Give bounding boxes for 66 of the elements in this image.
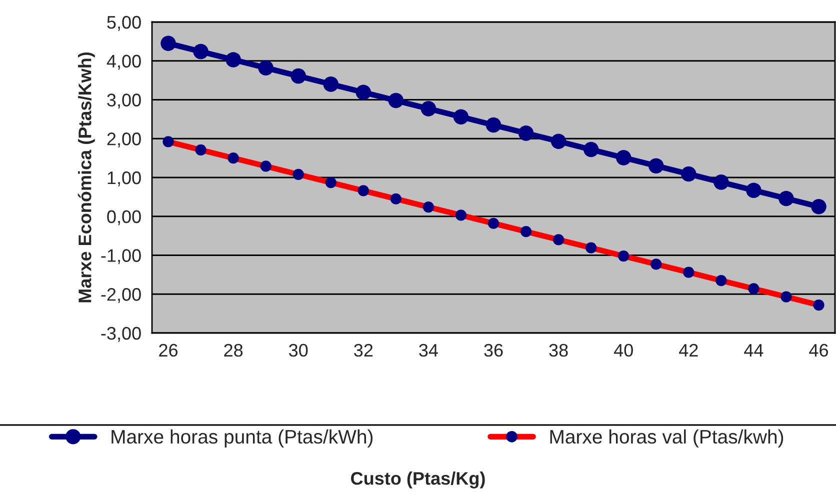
point: [455, 210, 467, 221]
point: [650, 258, 662, 270]
point: [453, 109, 469, 124]
point: [746, 182, 762, 198]
y-tick-label: 2,00: [107, 132, 141, 148]
point: [358, 185, 369, 196]
y-tick-label: 1,00: [108, 171, 141, 186]
point: [681, 166, 696, 182]
point: [422, 201, 434, 213]
point: [356, 84, 372, 100]
point: [292, 168, 304, 180]
text: Custo (Ptas/Kg): [351, 472, 485, 488]
x-tick-label: 34: [419, 344, 438, 357]
point: [550, 134, 566, 149]
point: [552, 234, 564, 246]
point: [290, 68, 306, 84]
point: [420, 101, 436, 116]
point: [388, 92, 404, 108]
point: [648, 158, 664, 174]
point: [195, 144, 206, 156]
y-tick-label: 0,00: [107, 210, 141, 226]
x-tick-label: 26: [159, 344, 178, 357]
y-axis-title: Marxe Económica (Ptas/Kwh): [78, 52, 95, 302]
y-tick-label: -3,00: [101, 326, 141, 342]
y-tick-label: 3,00: [107, 94, 141, 109]
x-tick-label: 28: [224, 344, 243, 357]
x-tick-label: 42: [679, 344, 698, 356]
x-tick-label: 40: [614, 344, 633, 357]
point: [260, 160, 272, 172]
point: [323, 76, 339, 92]
point: [683, 266, 694, 278]
x-tick-label: 46: [809, 344, 828, 357]
legend-label: Marxe horas val (Ptas/kwh): [550, 429, 784, 448]
point: [618, 250, 630, 262]
point: [811, 199, 826, 214]
point: [162, 136, 174, 148]
point: [193, 44, 208, 60]
point: [748, 283, 760, 294]
point: [325, 177, 336, 188]
point: [228, 152, 239, 164]
point: [616, 150, 632, 166]
point: [714, 174, 729, 190]
point: [486, 117, 502, 133]
y-tick-label: -2,00: [101, 288, 141, 303]
point: [518, 126, 534, 141]
y-tick-label: 4,00: [106, 54, 141, 70]
point: [160, 36, 176, 52]
point: [778, 190, 794, 206]
y-tick-label: 5,00: [107, 16, 141, 31]
y-tick-label: -1,00: [101, 249, 141, 264]
point: [488, 218, 500, 229]
point: [813, 299, 824, 311]
point: [226, 52, 241, 68]
point: [780, 291, 792, 302]
point: [258, 60, 274, 76]
x-tick-label: 30: [289, 344, 308, 357]
point: [583, 142, 599, 158]
x-tick-label: 38: [549, 344, 568, 357]
x-tick-label: 44: [744, 344, 764, 356]
point: [390, 193, 402, 204]
point: [716, 274, 727, 286]
x-tick-label: 36: [484, 344, 503, 357]
point: [520, 226, 532, 238]
point: [586, 242, 597, 254]
legend-label: Marxe horas punta (Ptas/kWh): [112, 429, 373, 448]
x-tick-label: 32: [354, 344, 373, 357]
